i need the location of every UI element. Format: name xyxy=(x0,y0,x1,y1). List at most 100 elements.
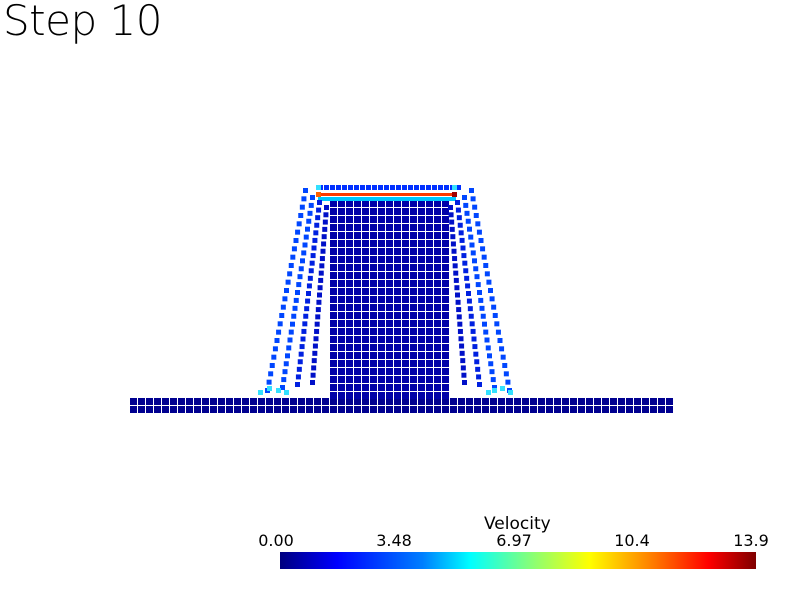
particle xyxy=(314,328,320,334)
body-cell xyxy=(330,376,337,383)
base-cell xyxy=(338,406,345,413)
base-cell xyxy=(234,398,241,405)
particle xyxy=(492,388,497,393)
base-cell xyxy=(474,398,481,405)
base-cell xyxy=(650,398,657,405)
base-cell xyxy=(314,406,321,413)
body-cell xyxy=(402,280,409,287)
body-cell xyxy=(346,264,353,271)
particle xyxy=(494,321,500,327)
body-cell xyxy=(354,360,361,367)
body-cell xyxy=(402,200,409,207)
body-cell xyxy=(410,392,417,399)
body-cell xyxy=(362,248,369,255)
legend-tick-3: 6.97 xyxy=(496,531,532,550)
base-cell xyxy=(418,398,425,405)
body-cell xyxy=(378,232,385,239)
body-cell xyxy=(402,224,409,231)
body-cell xyxy=(378,208,385,215)
particle xyxy=(322,226,328,232)
particle xyxy=(450,234,456,240)
base-cell xyxy=(282,406,289,413)
body-cell xyxy=(394,264,401,271)
particle xyxy=(287,337,293,343)
particle xyxy=(277,321,283,327)
particle xyxy=(475,282,481,288)
particle xyxy=(480,246,486,252)
body-cell xyxy=(434,392,441,399)
particle xyxy=(470,196,476,202)
particle xyxy=(304,306,310,312)
body-cell xyxy=(362,328,369,335)
particle xyxy=(316,207,322,213)
body-cell xyxy=(330,352,337,359)
particle xyxy=(306,283,312,289)
particle xyxy=(489,296,495,302)
body-cell xyxy=(330,200,337,207)
body-cell xyxy=(370,224,377,231)
body-cell xyxy=(442,384,449,391)
step-title: Step 10 xyxy=(3,0,162,45)
particle xyxy=(281,377,287,383)
base-cell xyxy=(410,398,417,405)
base-cell xyxy=(178,406,185,413)
particle xyxy=(476,374,482,380)
body-cell xyxy=(346,280,353,287)
body-cell xyxy=(338,336,345,343)
particle xyxy=(293,238,299,243)
particle xyxy=(307,275,313,281)
particle xyxy=(366,185,371,190)
body-cell xyxy=(434,224,441,231)
body-cell xyxy=(426,272,433,279)
base-cell xyxy=(226,406,233,413)
body-cell xyxy=(410,368,417,375)
body-cell xyxy=(418,360,425,367)
base-cell xyxy=(402,406,409,413)
particle xyxy=(295,229,301,235)
body-cell xyxy=(434,376,441,383)
base-cell xyxy=(258,406,265,413)
body-cell xyxy=(386,296,393,303)
body-cell xyxy=(418,320,425,327)
body-cell xyxy=(418,312,425,319)
body-cell xyxy=(346,392,353,399)
body-cell xyxy=(442,296,449,303)
body-cell xyxy=(402,232,409,239)
body-cell xyxy=(394,360,401,367)
body-cell xyxy=(434,272,441,279)
particle xyxy=(455,299,461,305)
body-cell xyxy=(394,328,401,335)
body-cell xyxy=(378,360,385,367)
body-cell xyxy=(410,360,417,367)
base-cell xyxy=(162,398,169,405)
particle xyxy=(459,237,465,243)
base-cell xyxy=(634,398,641,405)
body-cell xyxy=(386,232,393,239)
body-cell xyxy=(410,376,417,383)
base-cell xyxy=(274,398,281,405)
base-cell xyxy=(642,406,649,413)
body-cell xyxy=(434,344,441,351)
body-cell xyxy=(410,296,417,303)
base-cell xyxy=(202,398,209,405)
body-cell xyxy=(330,224,337,231)
particle xyxy=(469,188,474,193)
body-cell xyxy=(378,296,385,303)
base-cell xyxy=(554,406,561,413)
body-cell xyxy=(370,384,377,391)
particle xyxy=(284,288,289,293)
body-cell xyxy=(346,320,353,327)
particle xyxy=(467,226,472,232)
base-cell xyxy=(562,406,569,413)
base-cell xyxy=(274,406,281,413)
body-cell xyxy=(442,200,449,207)
body-cell xyxy=(370,368,377,375)
particle xyxy=(408,185,413,190)
particle xyxy=(470,328,476,334)
body-cell xyxy=(362,208,369,215)
particle xyxy=(449,226,455,232)
body-cell xyxy=(386,224,393,231)
body-cell xyxy=(370,208,377,215)
body-cell xyxy=(402,304,409,311)
particle xyxy=(308,202,314,208)
